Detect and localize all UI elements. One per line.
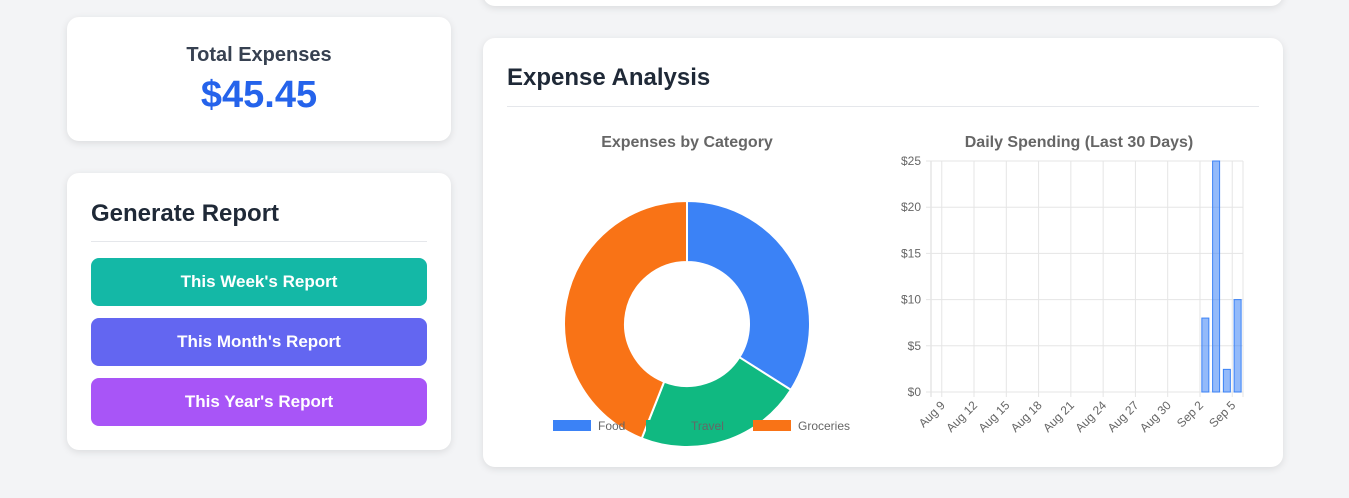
- year-report-button[interactable]: This Year's Report: [91, 378, 427, 426]
- y-tick-label: $20: [901, 200, 921, 214]
- legend-swatch-food: [553, 420, 591, 431]
- report-divider: [91, 241, 427, 242]
- x-tick-label: Aug 12: [943, 398, 980, 435]
- x-tick-label: Aug 21: [1040, 398, 1077, 435]
- bar-sep-4[interactable]: [1222, 368, 1231, 393]
- expense-analysis-title: Expense Analysis: [507, 64, 711, 91]
- legend-label-groceries: Groceries: [798, 419, 850, 433]
- y-tick-label: $0: [908, 385, 922, 399]
- legend-swatch-travel: [646, 420, 684, 431]
- bar-chart-title: Daily Spending (Last 30 Days): [965, 134, 1194, 151]
- x-tick-label: Aug 30: [1137, 398, 1174, 435]
- x-tick-label: Sep 5: [1206, 398, 1238, 430]
- category-donut-chart: Expenses by Category Food Travel Groceries: [553, 134, 850, 448]
- x-tick-label: Aug 18: [1008, 398, 1045, 435]
- y-tick-label: $5: [908, 339, 922, 353]
- week-report-button[interactable]: This Week's Report: [91, 258, 427, 306]
- analysis-divider: [507, 106, 1259, 107]
- bar-sep-5[interactable]: [1233, 299, 1242, 393]
- expense-analysis-card: Expense Analysis Expenses by Category Fo…: [483, 38, 1283, 467]
- bar-sep-3[interactable]: [1212, 160, 1221, 393]
- bar-sep-2[interactable]: [1201, 317, 1210, 393]
- x-tick-label: Aug 27: [1105, 398, 1142, 435]
- y-tick-label: $25: [901, 154, 921, 168]
- total-expenses-label: Total Expenses: [186, 44, 332, 66]
- month-report-button[interactable]: This Month's Report: [91, 318, 427, 366]
- donut-slice-food[interactable]: [686, 199, 811, 392]
- legend-label-travel: Travel: [691, 419, 724, 433]
- x-tick-label: Aug 15: [976, 398, 1013, 435]
- legend-swatch-groceries: [753, 420, 791, 431]
- x-tick-label: Aug 24: [1072, 398, 1109, 435]
- legend-label-food: Food: [598, 419, 625, 433]
- top-card-edge: [483, 0, 1283, 6]
- y-tick-label: $15: [901, 246, 921, 260]
- daily-spending-bar-chart: Daily Spending (Last 30 Days) $0 $5 $10 $15…: [901, 134, 1244, 435]
- y-tick-label: $10: [901, 293, 921, 307]
- donut-chart-title: Expenses by Category: [601, 134, 773, 151]
- donut-slice-groceries[interactable]: [563, 199, 688, 440]
- total-expenses-value: $45.45: [200, 74, 318, 116]
- generate-report-card: Generate Report This Week's Report This …: [67, 173, 451, 450]
- total-expenses-card: Total Expenses $45.45: [67, 17, 451, 141]
- generate-report-title: Generate Report: [91, 200, 280, 227]
- x-tick-label: Sep 2: [1174, 398, 1206, 430]
